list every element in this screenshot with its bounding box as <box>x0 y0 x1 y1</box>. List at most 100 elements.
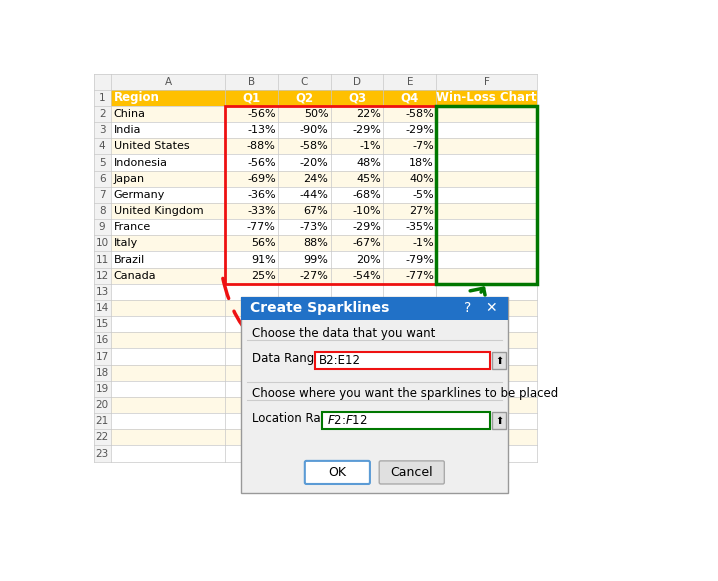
Bar <box>331 74 383 89</box>
Bar <box>383 171 436 187</box>
Bar <box>314 352 490 370</box>
Bar <box>225 203 278 219</box>
Bar <box>241 297 508 493</box>
Bar <box>383 89 436 106</box>
Bar <box>111 74 225 89</box>
Bar <box>383 122 436 138</box>
Bar <box>93 138 111 155</box>
Text: -67%: -67% <box>353 238 381 248</box>
Bar <box>436 332 537 349</box>
Bar <box>331 316 383 332</box>
Bar <box>225 252 278 268</box>
Bar <box>436 446 537 462</box>
Bar <box>383 155 436 171</box>
FancyArrowPatch shape <box>223 278 332 372</box>
Bar <box>225 106 278 122</box>
Bar <box>225 138 278 155</box>
Bar <box>225 74 278 89</box>
Text: 20: 20 <box>95 400 108 410</box>
Text: 6: 6 <box>99 174 106 184</box>
Bar <box>331 138 383 155</box>
Bar <box>436 106 537 284</box>
Text: -58%: -58% <box>299 141 328 151</box>
Text: 3: 3 <box>99 125 106 135</box>
Bar <box>436 413 537 429</box>
Text: Cancel: Cancel <box>391 466 433 479</box>
FancyArrowPatch shape <box>463 288 495 419</box>
Text: 5: 5 <box>99 157 106 167</box>
Text: 8: 8 <box>99 206 106 216</box>
Bar <box>331 122 383 138</box>
Bar <box>383 446 436 462</box>
Bar <box>111 171 225 187</box>
Text: 12: 12 <box>95 271 108 281</box>
Bar <box>436 397 537 413</box>
Bar <box>436 155 537 171</box>
Text: 16: 16 <box>95 335 108 345</box>
Text: 24%: 24% <box>304 174 328 184</box>
Bar <box>278 284 331 300</box>
Bar <box>331 349 383 365</box>
Bar <box>383 138 436 155</box>
Bar <box>331 187 383 203</box>
Bar <box>93 171 111 187</box>
Bar <box>436 268 537 284</box>
Bar <box>111 219 225 235</box>
Bar <box>331 300 383 316</box>
Text: 18%: 18% <box>409 157 434 167</box>
Bar <box>436 300 537 316</box>
Bar <box>278 429 331 446</box>
Bar <box>383 268 436 284</box>
Text: OK: OK <box>328 466 346 479</box>
Bar <box>436 122 537 138</box>
Bar <box>225 187 278 203</box>
Bar <box>93 187 111 203</box>
Bar <box>111 89 225 106</box>
Bar <box>278 155 331 171</box>
Text: 23: 23 <box>95 449 108 458</box>
Bar <box>93 74 111 89</box>
Bar <box>225 300 278 316</box>
Bar <box>93 122 111 138</box>
Bar <box>111 381 225 397</box>
Text: United States: United States <box>113 141 190 151</box>
Bar <box>436 284 537 300</box>
Bar <box>225 397 278 413</box>
Bar <box>225 89 278 106</box>
Bar <box>322 413 490 429</box>
Bar <box>492 352 506 370</box>
Bar <box>93 429 111 446</box>
Bar <box>111 235 225 252</box>
Text: B2:E12: B2:E12 <box>319 354 361 367</box>
Text: 20%: 20% <box>356 254 381 264</box>
Bar <box>93 365 111 381</box>
Text: -73%: -73% <box>299 222 328 232</box>
Bar <box>436 89 537 106</box>
Text: -36%: -36% <box>247 190 276 200</box>
Text: Germany: Germany <box>113 190 165 200</box>
Bar <box>278 219 331 235</box>
Text: -68%: -68% <box>353 190 381 200</box>
Bar <box>383 106 436 122</box>
Text: ⬆: ⬆ <box>495 356 503 366</box>
Bar <box>225 235 278 252</box>
Text: 11: 11 <box>95 254 108 264</box>
Text: 22%: 22% <box>356 109 381 119</box>
Text: 56%: 56% <box>251 238 276 248</box>
Bar <box>278 446 331 462</box>
Bar <box>225 446 278 462</box>
Text: -29%: -29% <box>405 125 434 135</box>
Bar <box>225 106 436 284</box>
Bar <box>278 268 331 284</box>
Text: 50%: 50% <box>304 109 328 119</box>
Bar <box>331 365 383 381</box>
Bar <box>93 219 111 235</box>
Bar <box>278 122 331 138</box>
Bar <box>436 316 537 332</box>
Bar <box>241 297 508 320</box>
Bar <box>278 397 331 413</box>
Bar <box>436 219 537 235</box>
Bar <box>225 284 278 300</box>
Text: 45%: 45% <box>356 174 381 184</box>
Bar <box>383 381 436 397</box>
